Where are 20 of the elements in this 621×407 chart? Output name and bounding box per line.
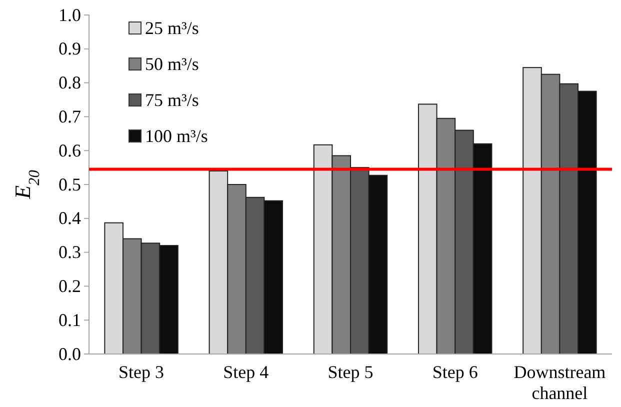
legend-label: 25 m³/s [145,18,199,38]
y-tick-label: 0.5 [58,174,81,194]
x-tick-label: Step 6 [432,362,478,382]
y-tick-label: 0.0 [58,344,81,364]
y-tick-label: 1.0 [58,4,81,25]
x-tick-label: Step 4 [223,362,269,382]
legend-label: 75 m³/s [145,90,199,110]
x-tick-label: Step 5 [328,362,374,382]
x-tick-label: Step 3 [118,362,164,382]
y-tick-label: 0.8 [58,72,81,93]
x-tick-label: Downstream channel [514,362,606,403]
y-tick-label: 0.9 [58,38,81,59]
y-tick-label: 0.6 [58,140,81,160]
y-tick-label: 0.7 [58,106,81,126]
y-tick-label: 0.4 [58,208,81,228]
legend-label: 100 m³/s [145,126,208,146]
y-tick-label: 0.2 [58,276,81,296]
y-tick-label: 0.3 [58,242,81,262]
y-tick-label: 0.1 [58,310,81,330]
legend-label: 50 m³/s [145,54,199,74]
